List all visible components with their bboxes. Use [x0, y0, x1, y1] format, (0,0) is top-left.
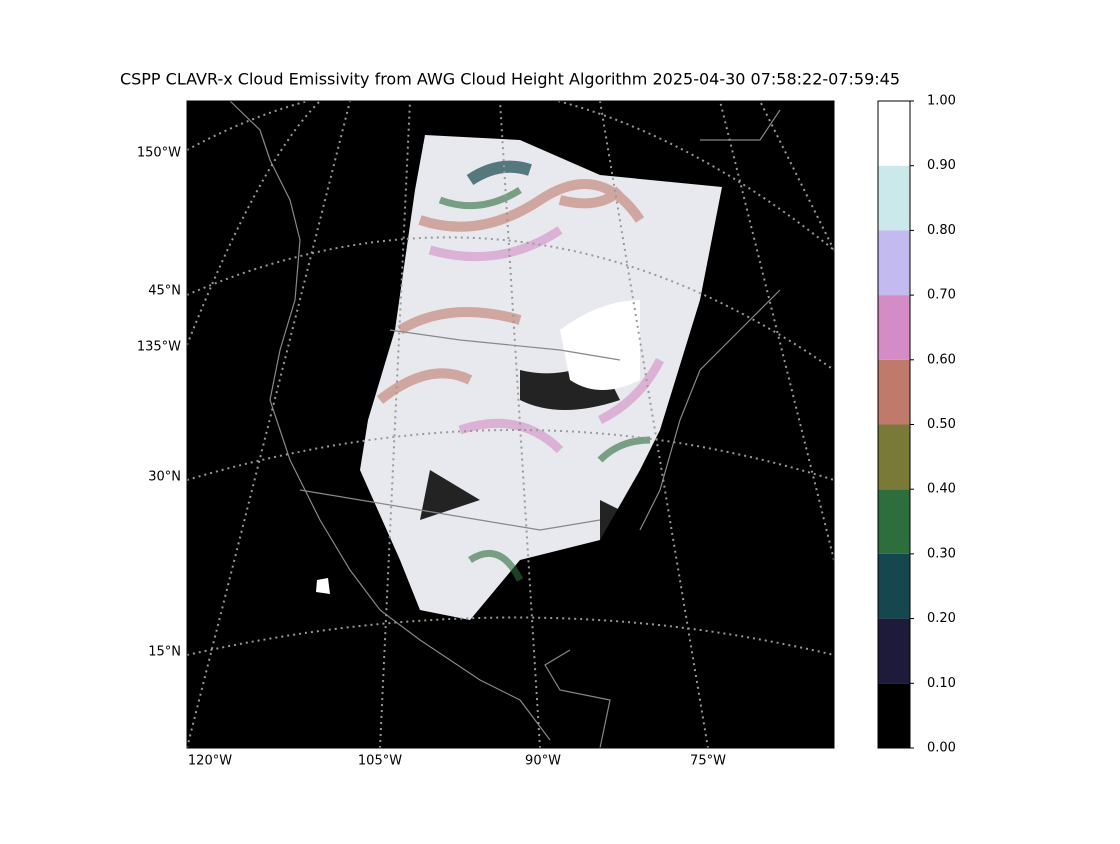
map-label: 90°W	[525, 754, 561, 769]
map-label: 135°W	[137, 340, 181, 355]
map-label: 45°N	[148, 284, 181, 299]
map-label: 150°W	[137, 146, 181, 161]
colorbar-tick-label: 0.50	[927, 417, 956, 432]
map-labels: 150°W 45°N 135°W 30°N 15°N 120°W 105°W 90°W 75°W	[137, 146, 726, 769]
map	[186, 100, 835, 749]
colorbar-segment	[878, 165, 910, 231]
colorbar-tick-label: 0.00	[927, 741, 956, 756]
colorbar-tick-label: 0.60	[927, 352, 956, 367]
colorbar-segment	[878, 553, 910, 619]
map-content	[187, 101, 834, 748]
colorbar-tick-label: 0.40	[927, 482, 956, 497]
colorbar-segment	[878, 683, 910, 748]
colorbar-segment	[878, 359, 910, 425]
map-label: 75°W	[690, 754, 726, 769]
colorbar-tick-label: 0.80	[927, 223, 956, 238]
colorbar-segment	[878, 101, 910, 166]
map-label: 120°W	[188, 754, 232, 769]
colorbar-segment	[878, 489, 910, 554]
map-frame	[186, 100, 835, 749]
colorbar: 0.00 0.10 0.20 0.30 0.40 0.50 0.60 0.70 0.80 0.90…	[877, 94, 956, 756]
cloud-field	[316, 135, 722, 620]
map-label: 15°N	[148, 645, 181, 660]
colorbar-tick-label: 0.90	[927, 158, 956, 173]
colorbar-tick-label: 1.00	[927, 94, 956, 109]
colorbar-segment	[878, 230, 910, 296]
colorbar-segment	[878, 295, 910, 360]
colorbar-tick-label: 0.70	[927, 288, 956, 303]
colorbar-segment	[878, 424, 910, 490]
title: CSPP CLAVR-x Cloud Emissivity from AWG C…	[120, 70, 900, 89]
graticule	[187, 101, 834, 748]
colorbar-tick-label: 0.30	[927, 546, 956, 561]
colorbar-tick-label: 0.20	[927, 611, 956, 626]
map-label: 105°W	[358, 754, 402, 769]
colorbar-segment	[878, 618, 910, 684]
map-label: 30°N	[148, 470, 181, 485]
colorbar-tick-label: 0.10	[927, 676, 956, 691]
